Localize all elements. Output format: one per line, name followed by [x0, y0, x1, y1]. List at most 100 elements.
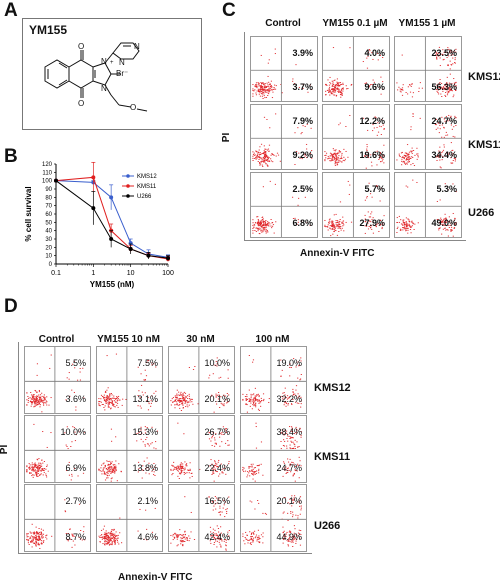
event-dot: [258, 538, 260, 540]
event-dot: [330, 221, 332, 223]
event-dot: [219, 505, 221, 507]
event-dot: [228, 394, 230, 396]
event-dot: [228, 463, 230, 465]
event-dot: [250, 538, 252, 540]
event-dot: [40, 532, 42, 534]
event-dot: [144, 426, 146, 428]
event-dot: [69, 528, 71, 530]
event-dot: [329, 94, 331, 96]
lower-right-percent: 34.4%: [431, 150, 457, 160]
event-dot: [325, 84, 327, 86]
event-dot: [145, 375, 148, 377]
event-dot: [188, 395, 191, 397]
event-dot: [253, 405, 255, 407]
event-dot: [176, 469, 179, 471]
event-dot: [146, 457, 148, 459]
event-dot: [222, 434, 224, 435]
event-dot: [174, 404, 176, 406]
event-dot: [380, 156, 382, 158]
event-dot: [184, 397, 186, 399]
event-dot: [109, 466, 111, 468]
event-dot: [155, 448, 157, 450]
event-dot: [80, 530, 82, 531]
dot-plot-svg: [395, 37, 461, 101]
event-dot: [286, 432, 288, 434]
event-dot: [370, 84, 372, 85]
event-dot: [454, 62, 456, 64]
dot-plot-KMS11-3: 38.4% 24.7%: [240, 415, 307, 483]
event-dot: [175, 469, 177, 470]
event-dot: [176, 393, 178, 395]
upper-right-percent: 23.5%: [431, 48, 457, 58]
event-dot: [257, 151, 259, 153]
event-dot: [106, 400, 108, 402]
event-dot: [324, 159, 326, 161]
event-dot: [289, 426, 291, 428]
event-dot: [345, 150, 347, 152]
event-dot: [262, 221, 264, 223]
event-dot: [256, 227, 259, 229]
event-dot: [153, 463, 155, 464]
event-dot: [372, 58, 374, 60]
event-dot: [179, 407, 181, 409]
event-dot: [263, 159, 265, 161]
event-dot: [407, 153, 409, 155]
event-dot: [327, 226, 329, 228]
event-dot: [260, 226, 262, 228]
event-dot: [71, 475, 73, 477]
event-dot: [262, 157, 265, 158]
event-dot: [396, 228, 398, 229]
event-dot: [436, 200, 439, 202]
event-dot: [105, 534, 107, 536]
event-dot: [174, 467, 176, 469]
event-dot: [253, 152, 255, 154]
event-dot: [260, 85, 263, 87]
event-dot: [263, 155, 266, 157]
event-dot: [261, 87, 263, 89]
event-dot: [181, 470, 183, 471]
event-dot: [252, 224, 254, 226]
event-dot: [38, 467, 40, 469]
event-dot: [450, 230, 452, 232]
event-dot: [187, 406, 189, 408]
event-dot: [290, 403, 293, 405]
event-dot: [242, 469, 244, 471]
event-dot: [443, 118, 445, 120]
event-dot: [251, 469, 253, 471]
event-dot: [281, 429, 283, 431]
event-dot: [213, 466, 215, 468]
event-dot: [261, 231, 263, 233]
dot-plot-svg: [251, 37, 317, 101]
event-dot: [176, 389, 178, 391]
event-dot: [216, 534, 218, 536]
event-dot: [401, 151, 403, 153]
event-dot: [110, 535, 112, 537]
event-dot: [259, 222, 261, 224]
event-dot: [101, 538, 103, 540]
data-point: [128, 247, 133, 251]
event-dot: [153, 392, 155, 394]
event-dot: [444, 186, 447, 188]
event-dot: [212, 468, 214, 470]
event-dot: [29, 472, 31, 474]
event-dot: [209, 540, 211, 542]
event-dot: [261, 226, 263, 228]
event-dot: [292, 534, 294, 536]
event-dot: [335, 158, 337, 159]
event-dot: [274, 183, 276, 185]
event-dot: [263, 230, 265, 232]
event-dot: [438, 154, 440, 156]
column-header: Control: [265, 18, 301, 29]
event-dot: [220, 545, 222, 547]
event-dot: [262, 98, 264, 99]
event-dot: [49, 367, 51, 369]
event-dot: [396, 217, 398, 219]
event-dot: [151, 395, 153, 397]
event-dot: [45, 400, 47, 402]
event-dot: [191, 472, 193, 474]
event-dot: [222, 426, 224, 428]
event-dot: [452, 57, 454, 59]
event-dot: [189, 469, 191, 471]
event-dot: [338, 223, 340, 225]
event-dot: [329, 225, 331, 227]
